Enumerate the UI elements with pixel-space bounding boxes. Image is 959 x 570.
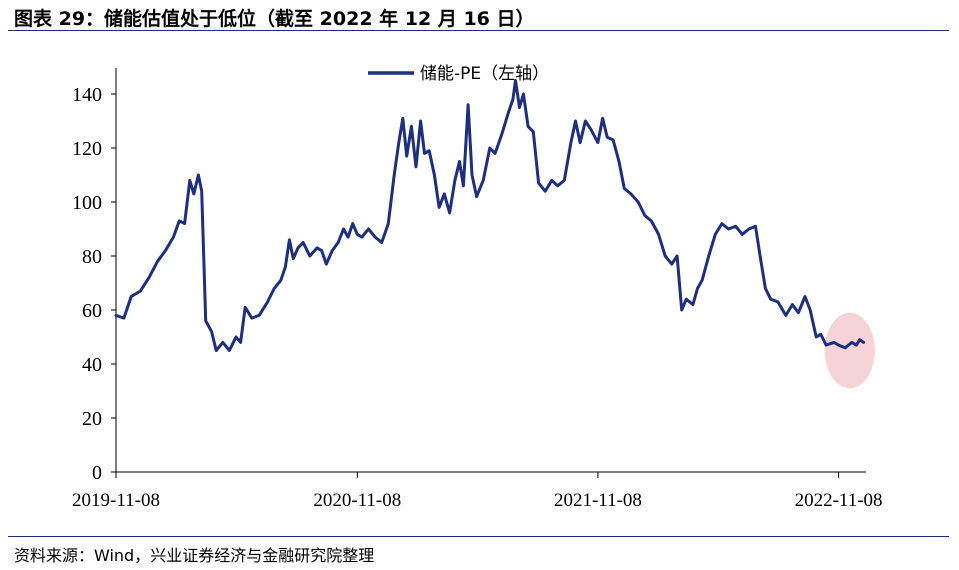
y-tick-label: 140 (72, 84, 102, 106)
source-note: 资料来源：Wind，兴业证券经济与金融研究院整理 (14, 546, 375, 565)
title-divider (8, 30, 949, 31)
y-tick-label: 60 (82, 300, 102, 322)
y-tick-label: 80 (82, 246, 102, 268)
y-tick-label: 100 (72, 192, 102, 214)
legend-label: 储能-PE（左轴） (420, 64, 549, 84)
footer-divider (8, 536, 949, 537)
x-tick-label: 2021-11-08 (554, 490, 642, 511)
figure-title: 图表 29：储能估值处于低位（截至 2022 年 12 月 16 日） (14, 8, 535, 30)
x-tick-label: 2020-11-08 (313, 490, 401, 511)
y-tick-label: 0 (92, 462, 102, 484)
x-tick-label: 2019-11-08 (72, 490, 160, 511)
y-tick-label: 20 (82, 408, 102, 430)
series-line (114, 79, 866, 352)
x-tick-label: 2022-11-08 (795, 490, 883, 511)
y-tick-label: 40 (82, 354, 102, 376)
highlight-circle (824, 312, 875, 389)
y-tick-label: 120 (72, 138, 102, 160)
